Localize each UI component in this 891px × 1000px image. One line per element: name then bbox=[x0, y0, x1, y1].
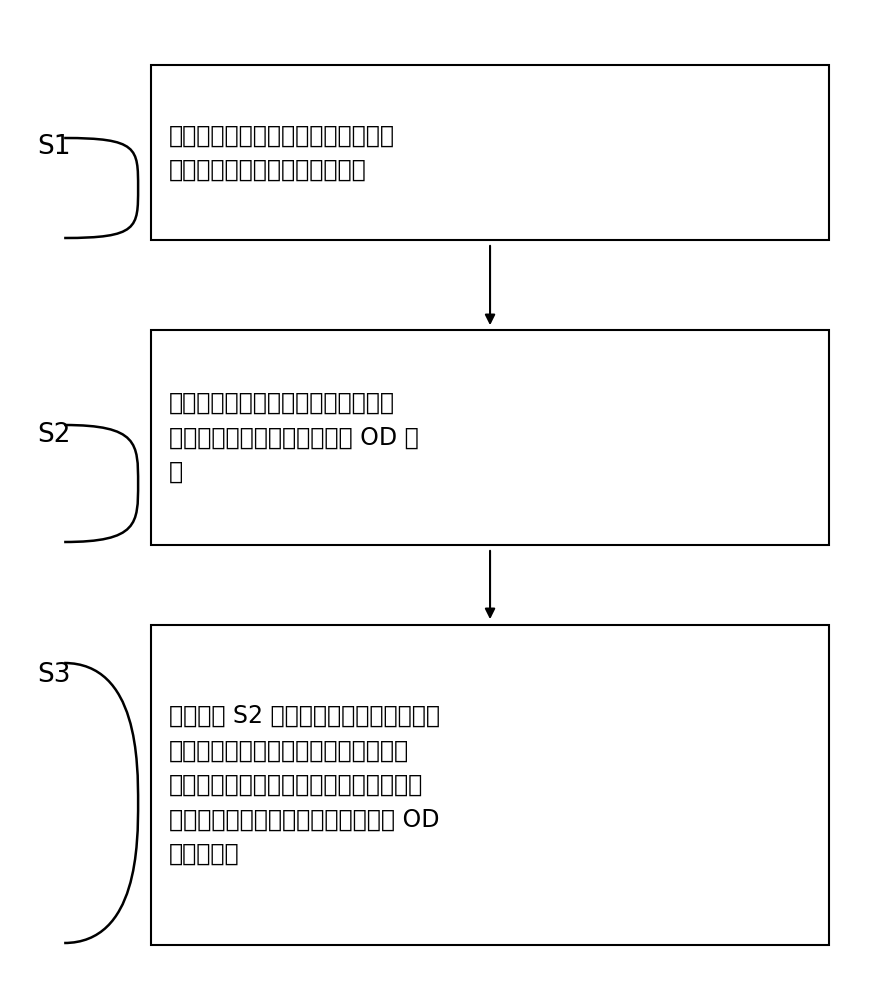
Text: S2: S2 bbox=[37, 422, 71, 448]
Text: 定义车辆出行链，并结合所述预处理
数据对车辆单次出行轨迹进行 OD 提
取: 定义车辆出行链，并结合所述预处理 数据对车辆单次出行轨迹进行 OD 提 取 bbox=[169, 391, 419, 484]
Bar bbox=[151, 625, 829, 945]
Text: S3: S3 bbox=[37, 662, 71, 688]
Text: 获取卡口的原始数据，对所述原始数
据进行预处理而获得预处理数据: 获取卡口的原始数据，对所述原始数 据进行预处理而获得预处理数据 bbox=[169, 123, 396, 182]
Bar bbox=[151, 330, 829, 545]
Text: 分析步骤 S2 所获得的车辆单次出行轨迹
的完整性并将所述车辆单次出行轨迹进
行分类；采用最短路径搜索的原理对不同
类别的车辆单次出行轨迹采用不同的 OD
点确: 分析步骤 S2 所获得的车辆单次出行轨迹 的完整性并将所述车辆单次出行轨迹进 行… bbox=[169, 704, 440, 866]
Text: S1: S1 bbox=[37, 134, 71, 160]
Bar bbox=[151, 65, 829, 240]
